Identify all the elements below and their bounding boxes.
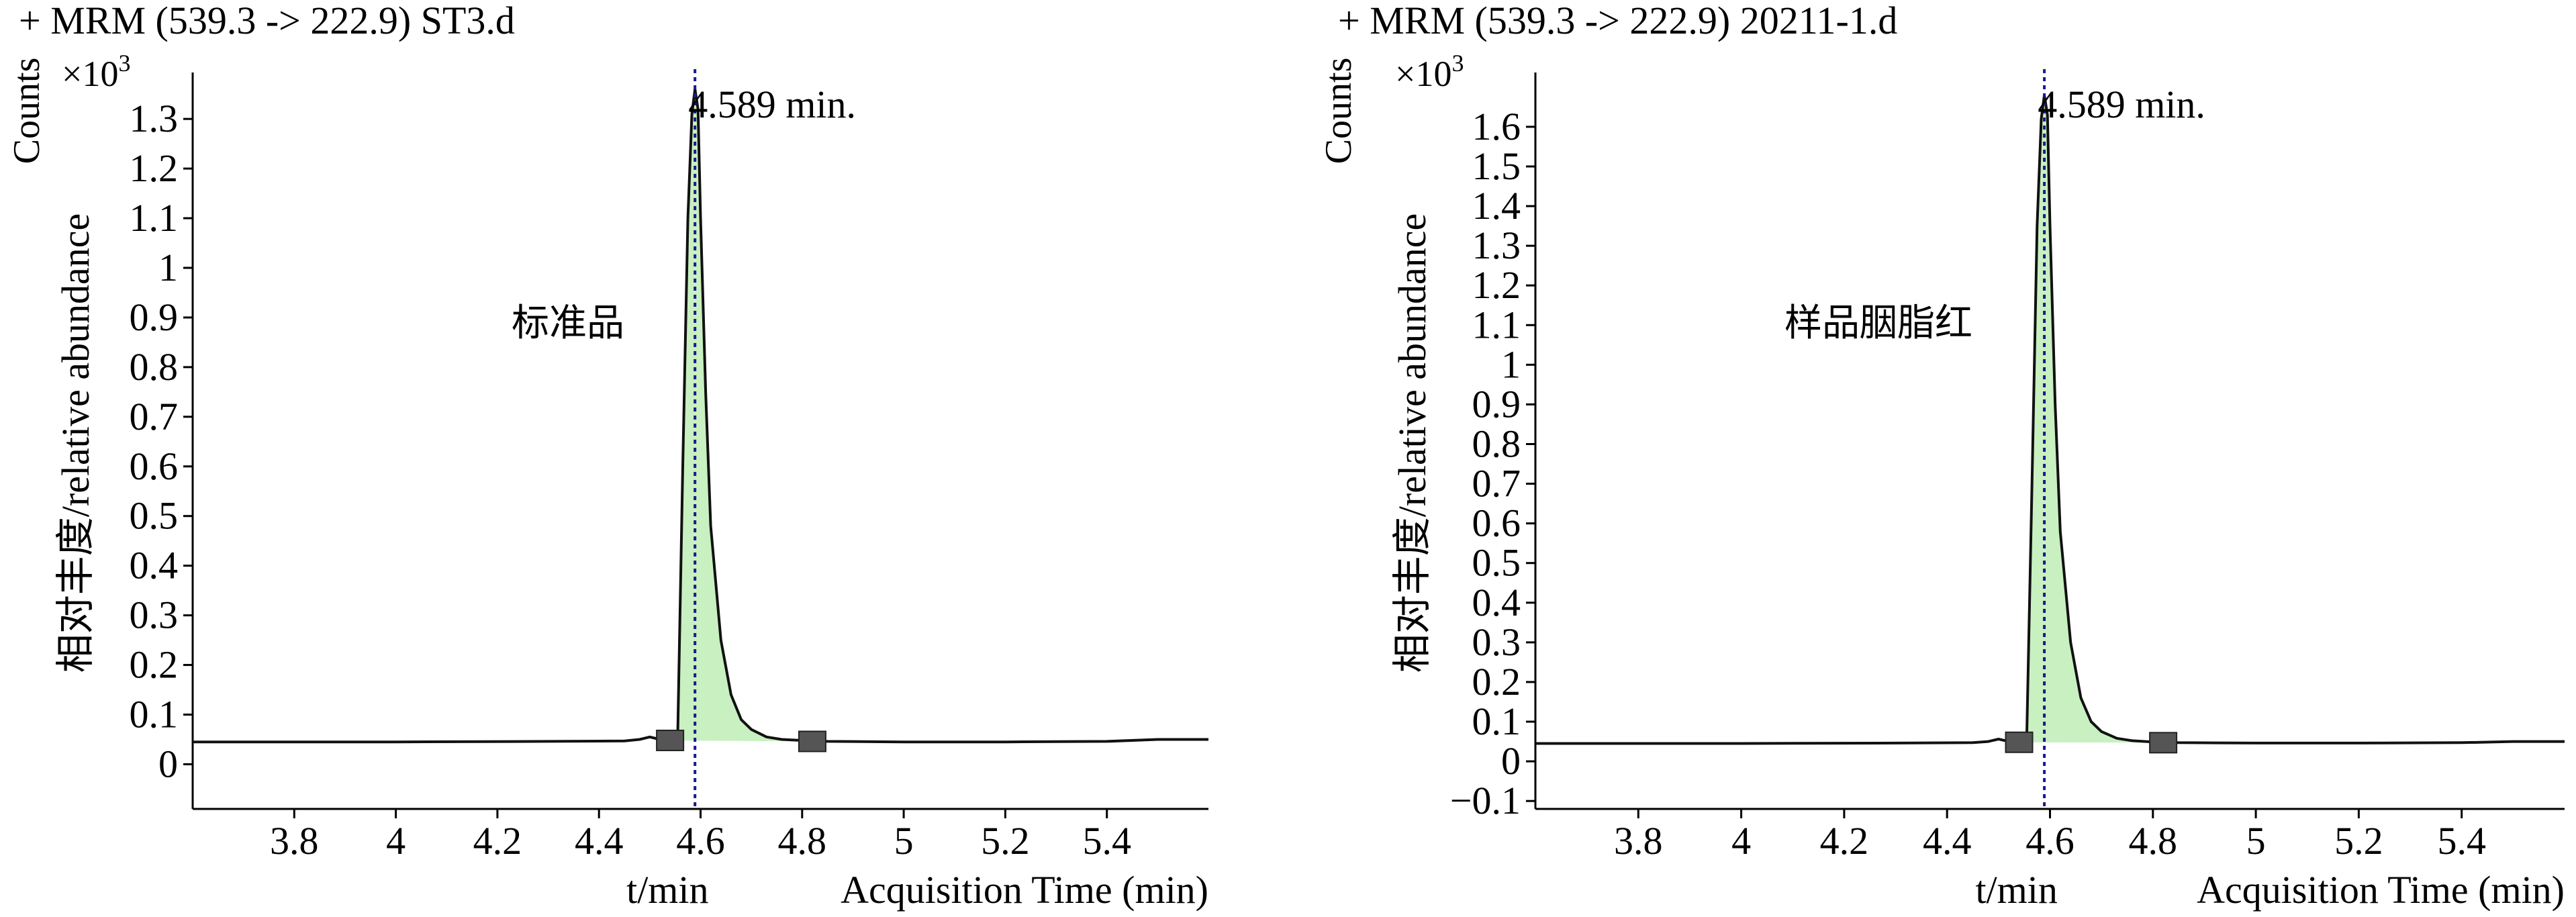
- x-tick-label: 4.8: [778, 819, 827, 863]
- y-multiplier-exponent: 3: [1451, 50, 1464, 77]
- y-tick-label: 0.7: [130, 395, 179, 438]
- x-tick-label: 4.6: [2025, 819, 2074, 863]
- y-axis-label: 相对丰度/relative abundance: [54, 213, 97, 673]
- y-tick-label: 1.3: [1472, 224, 1521, 267]
- y-tick-label: 1.1: [130, 196, 179, 240]
- y-tick-label: 0: [1501, 739, 1521, 783]
- x-tick-label: 5.4: [2437, 819, 2486, 863]
- y-tick-label: 0.1: [1472, 699, 1521, 743]
- x-axis-unit-label: t/min: [1975, 868, 2057, 912]
- y-tick-label: 0.8: [1472, 422, 1521, 466]
- y-tick-label: 1: [158, 246, 178, 289]
- y-tick-label: 0.5: [1472, 541, 1521, 585]
- x-tick-label: 4: [1731, 819, 1751, 863]
- y-tick-label: 0.3: [1472, 620, 1521, 664]
- y-units-label: Counts: [1318, 58, 1359, 164]
- y-tick-label: 1.4: [1472, 184, 1521, 228]
- y-tick-label: 0.6: [1472, 501, 1521, 545]
- y-tick-label: 0.7: [1472, 462, 1521, 505]
- x-tick-label: 3.8: [270, 819, 319, 863]
- y-tick-label: 0.2: [130, 643, 179, 687]
- y-tick-label: 0.5: [130, 494, 179, 538]
- y-tick-label: 0.6: [130, 444, 179, 488]
- y-tick-label: 0.8: [130, 345, 179, 389]
- integration-start-marker: [2005, 731, 2034, 753]
- x-tick-label: 4.2: [473, 819, 522, 863]
- chromatogram-trace: [193, 87, 1208, 744]
- y-tick-label: 1.6: [1472, 105, 1521, 148]
- y-tick-label: 0: [158, 742, 178, 785]
- y-multiplier-label: ×103: [1395, 50, 1464, 94]
- y-tick-label: 1.2: [130, 146, 179, 190]
- y-multiplier-base: ×10: [62, 54, 118, 94]
- x-tick-label: 4.6: [676, 819, 725, 863]
- y-tick-label: 0.3: [130, 593, 179, 637]
- y-units-label: Counts: [6, 58, 48, 164]
- x-tick-label: 4.4: [1923, 819, 1972, 863]
- x-tick-label: 4.2: [1820, 819, 1869, 863]
- x-axis-label: Acquisition Time (min): [841, 868, 1208, 912]
- sample-label: 样品胭脂红: [1784, 303, 1972, 344]
- x-tick-label: 5: [894, 819, 914, 863]
- y-tick-label: 1.2: [1472, 263, 1521, 307]
- y-tick-label: 0.9: [130, 295, 179, 339]
- chart-title: + MRM (539.3 -> 222.9) ST3.d: [19, 0, 515, 42]
- y-tick-label: 1: [1501, 342, 1521, 386]
- y-tick-label: 0.4: [1472, 581, 1521, 624]
- x-axis-unit-label: t/min: [626, 868, 708, 912]
- x-tick-label: 5.4: [1082, 819, 1131, 863]
- chromatogram-trace: [1535, 93, 2565, 745]
- y-multiplier-base: ×10: [1395, 54, 1451, 94]
- x-tick-label: 4.8: [2129, 819, 2178, 863]
- chart-panel-1: + MRM (539.3 -> 222.9) ST3.d Counts ×103 相对…: [6, 0, 1208, 912]
- integration-end-marker: [798, 730, 826, 753]
- peak-label: 4.589 min.: [688, 83, 856, 126]
- chart-title: + MRM (539.3 -> 222.9) 20211-1.d: [1338, 0, 1897, 42]
- y-tick-label: 0.9: [1472, 382, 1521, 426]
- x-tick-label: 4.4: [575, 819, 624, 863]
- x-tick-label: 5.2: [981, 819, 1030, 863]
- y-multiplier-exponent: 3: [118, 50, 130, 77]
- x-tick-label: 3.8: [1614, 819, 1663, 863]
- peak-integration-area: [670, 89, 812, 742]
- y-axis-label: 相对丰度/relative abundance: [1390, 213, 1434, 673]
- y-multiplier-label: ×103: [62, 50, 130, 94]
- y-tick-label: 1.3: [130, 97, 179, 140]
- chart-panel-2: + MRM (539.3 -> 222.9) 20211-1.d Counts ×1…: [1318, 0, 2565, 912]
- y-tick-label: 0.4: [130, 544, 179, 587]
- x-axis-label: Acquisition Time (min): [2197, 868, 2565, 912]
- x-tick-label: 5: [2246, 819, 2266, 863]
- integration-start-marker: [656, 729, 685, 751]
- peak-label: 4.589 min.: [2038, 83, 2205, 126]
- y-tick-label: 0.1: [130, 693, 179, 736]
- peak-integration-area: [2019, 95, 2164, 743]
- x-tick-label: 5.2: [2334, 819, 2383, 863]
- sample-label: 标准品: [512, 303, 624, 344]
- y-tick-label: 1.1: [1472, 303, 1521, 346]
- x-tick-label: 4: [386, 819, 406, 863]
- integration-end-marker: [2149, 732, 2178, 754]
- y-tick-label: −0.1: [1450, 779, 1521, 822]
- y-tick-label: 1.5: [1472, 144, 1521, 188]
- y-tick-label: 0.2: [1472, 660, 1521, 704]
